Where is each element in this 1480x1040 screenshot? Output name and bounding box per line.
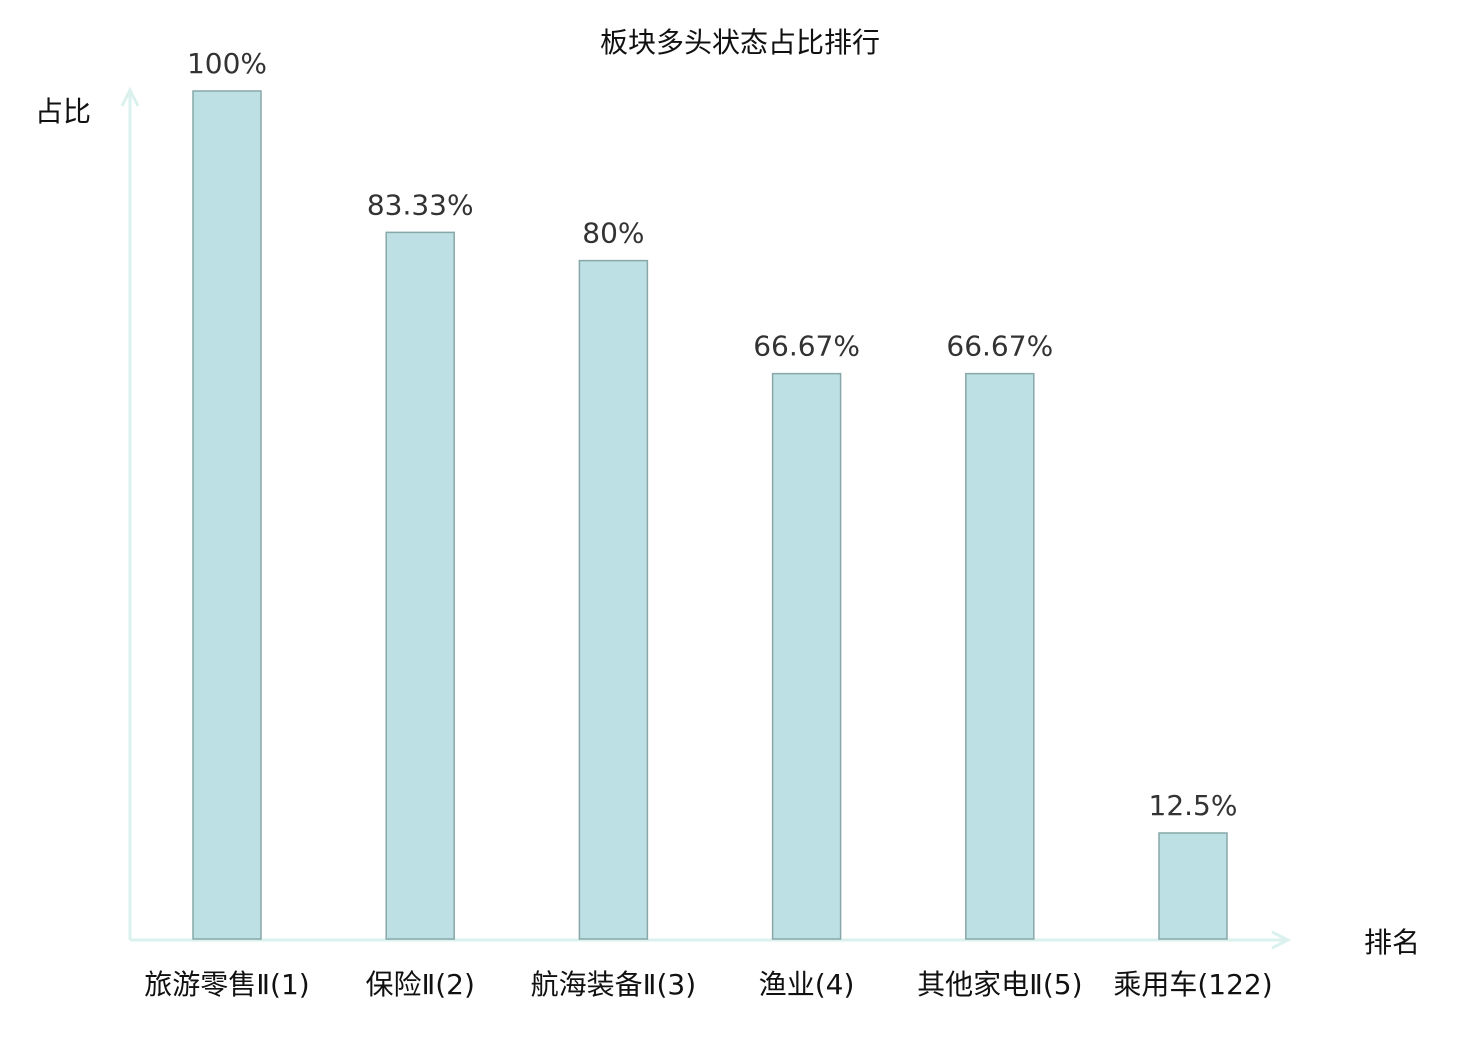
data-label: 12.5% [1149,789,1238,822]
x-axis-label: 排名 [1364,926,1420,959]
bar [385,231,455,940]
x-tick-label: 旅游零售Ⅱ(1) [144,968,309,1001]
x-tick-label: 航海装备Ⅱ(3) [531,968,696,1001]
bar [192,90,262,940]
data-label: 66.67% [946,330,1053,363]
data-label: 80% [582,217,644,250]
y-axis-arrow [120,86,140,107]
x-tick-label: 乘用车(122) [1113,968,1272,1001]
data-label: 66.67% [753,330,860,363]
data-label: 100% [187,47,267,80]
bar [578,259,649,940]
chart-title: 板块多头状态占比排行 [600,26,880,59]
data-label: 83.33% [367,188,474,221]
x-tick-label: 保险Ⅱ(2) [365,968,474,1001]
y-axis-label: 占比 [35,95,91,128]
bar [965,372,1035,940]
x-axis-arrow [1271,930,1292,950]
x-tick-label: 渔业(4) [759,968,855,1001]
bar [771,372,842,940]
bar [1158,832,1228,940]
x-tick-label: 其他家电Ⅱ(5) [917,968,1082,1001]
